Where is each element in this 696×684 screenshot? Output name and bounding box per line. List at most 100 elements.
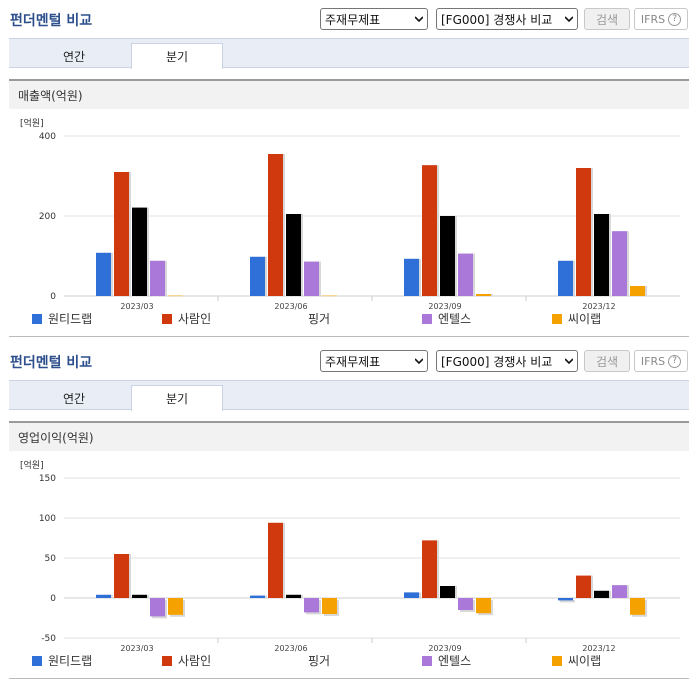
- bar: [286, 594, 301, 598]
- bar-shadow: [560, 600, 575, 603]
- fundamental-panel-revenue: 펀더멘털 비교 주재무제표 [FG000] 경쟁사 비교 검색 IFRS ? 연…: [9, 8, 689, 337]
- bar: [630, 598, 645, 615]
- legend-swatch: [162, 313, 172, 324]
- search-button[interactable]: 검색: [584, 350, 630, 372]
- tab-quarterly[interactable]: 분기: [131, 43, 223, 69]
- bar: [96, 594, 111, 598]
- bar: [404, 592, 419, 598]
- bar: [132, 594, 147, 598]
- statement-select-value: 주재무제표: [325, 12, 381, 27]
- bar: [558, 260, 573, 296]
- bar: [576, 575, 591, 598]
- legend-swatch: [292, 656, 302, 666]
- legend-item[interactable]: 사람인: [162, 310, 211, 327]
- x-tick-label: 2023/09: [428, 302, 461, 310]
- legend-label: 씨이랩: [568, 312, 602, 326]
- bar: [476, 294, 491, 296]
- divider: [9, 678, 689, 679]
- y-tick-label: 0: [50, 292, 56, 302]
- ifrs-label: IFRS: [640, 12, 666, 26]
- legend-swatch: [552, 655, 562, 666]
- legend-swatch: [422, 655, 432, 666]
- legend-item[interactable]: 핑거: [292, 310, 330, 327]
- ifrs-button[interactable]: IFRS ?: [634, 8, 688, 30]
- legend-label: 원티드랩: [48, 312, 93, 326]
- panel-title: 펀더멘털 비교: [10, 13, 93, 29]
- bar: [168, 598, 183, 615]
- bar: [612, 231, 627, 296]
- chevron-down-icon: [415, 357, 423, 365]
- statement-select[interactable]: 주재무제표: [320, 350, 428, 372]
- bar: [440, 586, 455, 598]
- statement-select-value: 주재무제표: [325, 354, 381, 369]
- bar: [458, 598, 473, 610]
- bar: [150, 260, 165, 296]
- unit-label: [억원]: [20, 117, 44, 129]
- legend-label: 핑거: [308, 654, 331, 668]
- period-tabs: 연간 분기: [9, 38, 689, 69]
- ifrs-button[interactable]: IFRS ?: [634, 350, 688, 372]
- peer-group-select[interactable]: [FG000] 경쟁사 비교: [436, 350, 578, 372]
- bar: [96, 252, 111, 296]
- legend-item[interactable]: 엔텔스: [422, 652, 471, 669]
- bar: [612, 585, 627, 598]
- tab-annual[interactable]: 연간: [62, 49, 86, 64]
- bar: [268, 154, 283, 296]
- bar: [594, 214, 609, 296]
- x-tick-label: 2023/12: [582, 302, 615, 310]
- legend-item[interactable]: 씨이랩: [552, 652, 601, 669]
- y-tick-label: 0: [50, 594, 56, 604]
- bar: [250, 595, 265, 598]
- legend-item[interactable]: 사람인: [162, 652, 211, 669]
- y-tick-label: 400: [39, 132, 56, 142]
- legend-label: 엔텔스: [438, 312, 472, 326]
- section-header: 매출액(억원): [9, 79, 689, 109]
- unit-label: [억원]: [20, 459, 44, 471]
- legend-item[interactable]: 씨이랩: [552, 310, 601, 327]
- y-tick-label: 100: [39, 514, 56, 524]
- legend-item[interactable]: 원티드랩: [32, 652, 92, 669]
- chart-legend: 원티드랩 사람인 핑거 엔텔스 씨이랩: [32, 310, 652, 328]
- tab-annual[interactable]: 연간: [62, 391, 86, 406]
- chevron-down-icon: [565, 15, 573, 23]
- bar: [322, 295, 337, 297]
- legend-swatch: [162, 655, 172, 666]
- bar: [286, 214, 301, 296]
- legend-swatch: [292, 314, 302, 324]
- legend-item[interactable]: 엔텔스: [422, 310, 471, 327]
- bar: [304, 598, 319, 613]
- bar: [630, 286, 645, 296]
- legend-item[interactable]: 원티드랩: [32, 310, 92, 327]
- search-button[interactable]: 검색: [584, 8, 630, 30]
- section-header: 영업이익(억원): [9, 421, 689, 451]
- bar: [268, 522, 283, 598]
- legend-label: 원티드랩: [48, 654, 93, 668]
- statement-select[interactable]: 주재무제표: [320, 8, 428, 30]
- legend-item[interactable]: 핑거: [292, 652, 330, 669]
- x-tick-label: 2023/06: [274, 302, 307, 310]
- x-tick-label: 2023/03: [120, 644, 153, 652]
- legend-label: 씨이랩: [568, 654, 602, 668]
- bar: [132, 207, 147, 296]
- chevron-down-icon: [415, 15, 423, 23]
- peer-group-select-value: [FG000] 경쟁사 비교: [441, 12, 553, 27]
- legend-label: 사람인: [178, 312, 212, 326]
- y-tick-label: 150: [39, 474, 56, 484]
- bar: [114, 554, 129, 598]
- legend-swatch: [422, 313, 432, 324]
- peer-group-select[interactable]: [FG000] 경쟁사 비교: [436, 8, 578, 30]
- period-tabs: 연간 분기: [9, 380, 689, 411]
- legend-label: 핑거: [308, 312, 331, 326]
- bar: [458, 253, 473, 296]
- divider: [9, 336, 689, 337]
- legend-label: 엔텔스: [438, 654, 472, 668]
- legend-swatch: [552, 313, 562, 324]
- help-icon[interactable]: ?: [668, 354, 682, 368]
- operating-income-bar-chart: [억원] -50 0 50 100 150 2023/03 2023/06 2023/09 202…: [20, 459, 680, 652]
- tab-quarterly[interactable]: 분기: [131, 385, 223, 411]
- legend-swatch: [32, 655, 42, 666]
- fundamental-panel-operating-income: 펀더멘털 비교 주재무제표 [FG000] 경쟁사 비교 검색 IFRS ? 연…: [0, 342, 696, 684]
- help-icon[interactable]: ?: [668, 12, 682, 26]
- y-tick-label: 200: [39, 212, 56, 222]
- bar: [440, 216, 455, 296]
